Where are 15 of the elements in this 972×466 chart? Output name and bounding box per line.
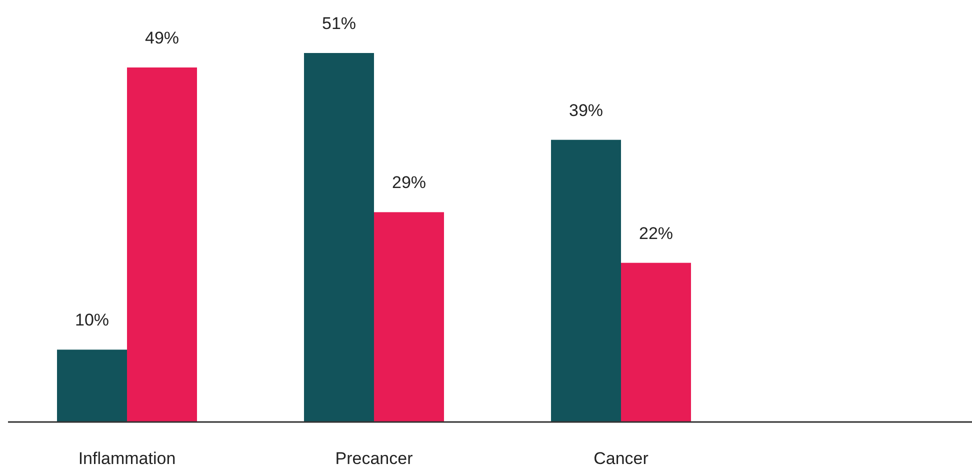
bar	[621, 262, 691, 422]
x-tick-label: Precancer	[335, 449, 414, 466]
data-label: 49%	[144, 28, 180, 48]
bar	[304, 53, 374, 422]
bar	[127, 67, 197, 422]
data-label: 39%	[568, 100, 604, 120]
bar	[551, 140, 621, 422]
bar	[57, 350, 127, 422]
data-label: 51%	[322, 14, 356, 33]
data-label: 29%	[392, 173, 426, 192]
x-tick-label: Cancer	[594, 449, 649, 466]
data-label: 10%	[74, 310, 110, 330]
x-tick-label: Inflammation	[78, 449, 176, 466]
data-label: 22%	[638, 224, 674, 243]
bar	[374, 212, 444, 422]
